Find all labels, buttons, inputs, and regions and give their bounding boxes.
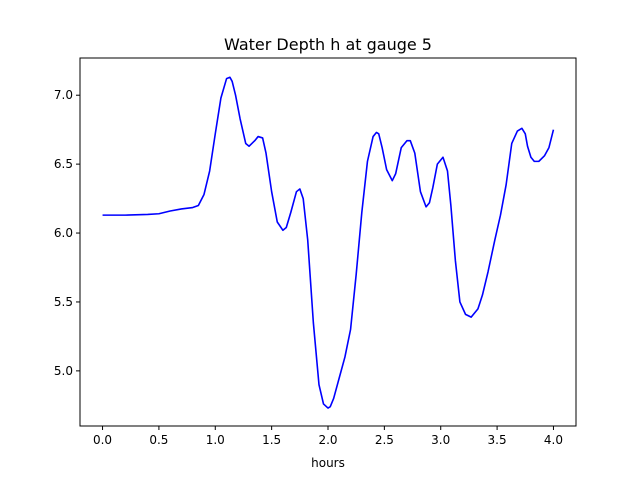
plot-area xyxy=(102,76,555,409)
chart-title: Water Depth h at gauge 5 xyxy=(224,35,432,54)
x-tick-label: 1.0 xyxy=(206,433,225,447)
y-tick-label: 5.5 xyxy=(54,295,73,309)
x-tick-label: 3.0 xyxy=(431,433,450,447)
x-tick-label: 0.0 xyxy=(93,433,112,447)
x-tick-label: 2.0 xyxy=(318,433,337,447)
x-tick-label: 3.5 xyxy=(488,433,507,447)
x-axis-ticks: 0.0 0.5 1.0 1.5 2.0 2.5 3.0 3.5 4.0 xyxy=(93,426,563,447)
x-tick-label: 4.0 xyxy=(544,433,563,447)
x-tick-label: 2.5 xyxy=(375,433,394,447)
series-line-0 xyxy=(102,76,555,409)
axes-frame xyxy=(79,57,577,427)
x-axis-label: hours xyxy=(311,456,345,470)
y-tick-label: 7.0 xyxy=(54,88,73,102)
y-tick-label: 6.5 xyxy=(54,157,73,171)
y-tick-label: 6.0 xyxy=(54,226,73,240)
y-tick-label: 5.0 xyxy=(54,364,73,378)
x-tick-label: 1.5 xyxy=(262,433,281,447)
x-tick-label: 0.5 xyxy=(149,433,168,447)
y-axis-ticks: 5.0 5.5 6.0 6.5 7.0 xyxy=(54,88,80,378)
